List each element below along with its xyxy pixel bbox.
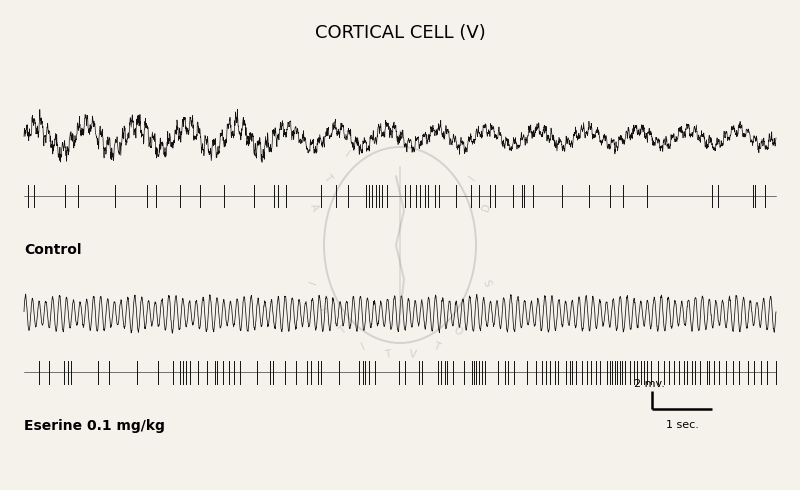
- Text: S: S: [481, 278, 492, 288]
- Text: N: N: [367, 134, 378, 146]
- Text: T: T: [337, 325, 348, 337]
- Text: Control: Control: [24, 243, 82, 257]
- Text: I: I: [360, 341, 367, 351]
- Text: S: S: [423, 134, 432, 146]
- Text: A: A: [397, 130, 403, 140]
- Text: D: D: [480, 202, 493, 213]
- Text: A: A: [308, 202, 319, 212]
- Text: I: I: [468, 173, 478, 182]
- Text: Eserine 0.1 mg/kg: Eserine 0.1 mg/kg: [24, 419, 165, 433]
- Text: 2 mv.: 2 mv.: [634, 379, 666, 389]
- Text: V: V: [408, 349, 417, 360]
- Text: T: T: [384, 349, 391, 360]
- Text: S: S: [319, 303, 331, 315]
- Text: I: I: [343, 150, 351, 160]
- Text: CORTICAL CELL (V): CORTICAL CELL (V): [314, 24, 486, 43]
- Text: O: O: [451, 324, 464, 337]
- Text: T: T: [431, 341, 442, 352]
- Text: T: T: [321, 172, 333, 183]
- Text: I: I: [308, 280, 318, 286]
- Text: 1 sec.: 1 sec.: [666, 420, 698, 430]
